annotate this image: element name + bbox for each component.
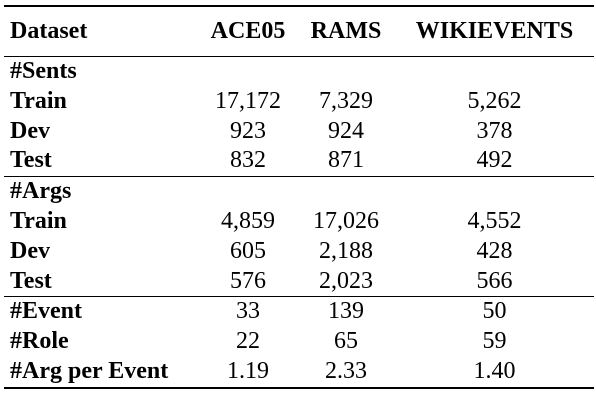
cell-ace05: 33 [236, 298, 260, 325]
table-row: Test 832 871 492 [4, 146, 594, 176]
cell-ace05: 4,859 [221, 207, 275, 234]
header-wikievents: WIKIEVENTS [415, 18, 574, 44]
row-label: #Role [10, 328, 69, 355]
cell-rams: 139 [328, 298, 364, 325]
cell-wikievents: 59 [482, 328, 507, 355]
cell-wikievents: 5,262 [467, 87, 522, 114]
table-row: #Event 33 139 50 [4, 297, 594, 327]
header-row: Dataset ACE05 RAMS WIKIEVENTS [4, 7, 594, 56]
section-title: #Sents [10, 58, 77, 84]
header-rams: RAMS [310, 18, 382, 44]
table-row: Test 576 2,023 566 [4, 267, 594, 297]
top-rule [4, 5, 594, 7]
cell-wikievents: 566 [476, 267, 513, 294]
header-dataset: Dataset [10, 18, 88, 44]
summary-rule [4, 296, 594, 298]
table-row: Dev 605 2,188 428 [4, 237, 594, 267]
section-title-row: #Sents [4, 57, 594, 87]
cell-rams: 7,329 [319, 87, 373, 114]
header-ace05: ACE05 [210, 18, 286, 44]
cell-rams: 17,026 [313, 207, 379, 234]
cell-wikievents: 378 [476, 117, 513, 144]
cell-rams: 65 [334, 328, 358, 355]
row-label: Test [10, 267, 52, 294]
table-row: Train 4,859 17,026 4,552 [4, 207, 594, 237]
table-row: Dev 923 924 378 [4, 117, 594, 147]
cell-ace05: 1.19 [227, 357, 269, 384]
row-label: Train [10, 207, 67, 234]
cell-ace05: 17,172 [215, 87, 281, 114]
cell-ace05: 605 [230, 237, 266, 264]
cell-wikievents: 4,552 [467, 207, 522, 234]
row-label: Dev [10, 117, 50, 144]
section-title-row: #Args [4, 177, 594, 207]
cell-ace05: 22 [236, 328, 260, 355]
cell-ace05: 576 [230, 267, 266, 294]
header-rule [4, 56, 594, 57]
row-label: #Arg per Event [10, 357, 169, 384]
cell-wikievents: 492 [476, 147, 513, 174]
section-rule [4, 176, 594, 178]
dataset-statistics-table: Dataset ACE05 RAMS WIKIEVENTS #Sents Tra… [4, 5, 594, 389]
table-row: #Role 22 65 59 [4, 327, 594, 357]
cell-ace05: 923 [230, 117, 266, 144]
cell-rams: 2,188 [319, 237, 373, 264]
cell-rams: 2,023 [319, 267, 373, 294]
bottom-rule [4, 386, 594, 389]
table-row: #Arg per Event 1.19 2.33 1.40 [4, 357, 594, 387]
cell-rams: 924 [328, 117, 364, 144]
row-label: #Event [10, 298, 82, 325]
cell-wikievents: 428 [476, 237, 513, 264]
row-label: Dev [10, 237, 50, 264]
cell-rams: 871 [328, 147, 364, 174]
row-label: Train [10, 87, 67, 114]
table-row: Train 17,172 7,329 5,262 [4, 87, 594, 117]
row-label: Test [10, 147, 52, 174]
cell-wikievents: 50 [482, 298, 507, 325]
section-title: #Args [10, 178, 72, 205]
cell-ace05: 832 [230, 147, 266, 174]
cell-wikievents: 1.40 [473, 357, 516, 384]
cell-rams: 2.33 [325, 357, 367, 384]
